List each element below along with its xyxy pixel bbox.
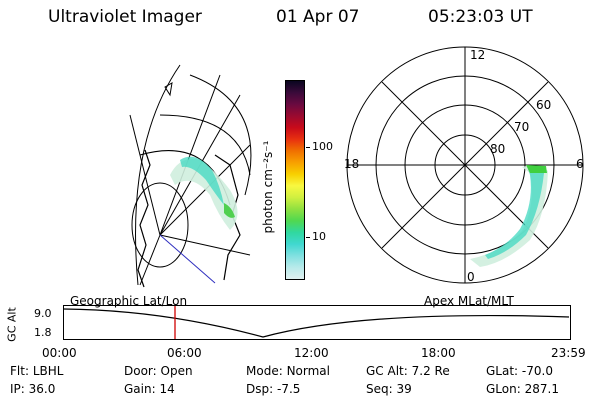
- mlt-label-18: 18: [344, 157, 359, 171]
- observation-date: 01 Apr 07: [276, 7, 360, 27]
- info-dsp: Dsp: -7.5: [246, 382, 301, 396]
- geographic-map-label: Geographic Lat/Lon: [70, 294, 188, 308]
- observation-time: 05:23:03 UT: [428, 7, 533, 27]
- info-glon: GLon: 287.1: [486, 382, 559, 396]
- mlt-label-0: 0: [467, 270, 475, 284]
- latitude-arc: [159, 114, 251, 176]
- info-glat: GLat: -70.0: [486, 364, 553, 378]
- time-tick-label: 00:00: [42, 346, 77, 360]
- time-tick-label: 23:59: [551, 346, 586, 360]
- geographic-map-panel: [129, 64, 252, 288]
- aurora-emission: [526, 165, 547, 173]
- mlt-label-12: 12: [470, 48, 485, 62]
- altitude-curve: [63, 308, 570, 338]
- time-tick-label: 18:00: [421, 346, 456, 360]
- longitude-line: [159, 234, 251, 256]
- info-door: Door: Open: [124, 364, 193, 378]
- mlt-label-6: 6: [576, 157, 584, 171]
- aurora-emission: [170, 159, 238, 230]
- aurora-emission: [485, 168, 544, 259]
- intensity-colorbar: [285, 80, 305, 280]
- mlt-meridian: [381, 81, 549, 249]
- colorbar-unit-label: photon cm⁻²s⁻¹: [261, 140, 275, 234]
- mlat-label-60: 60: [536, 98, 551, 112]
- info-gain: Gain: 14: [124, 382, 175, 396]
- instrument-title: Ultraviolet Imager: [48, 7, 202, 27]
- info-mode: Mode: Normal: [246, 364, 330, 378]
- altitude-plot-frame: [63, 305, 571, 340]
- colorbar-tick-label: 10: [312, 230, 326, 243]
- altitude-plot: [63, 305, 571, 340]
- longitude-line: [129, 114, 161, 236]
- info-gc-alt: GC Alt: 7.2 Re: [366, 364, 450, 378]
- latitude-arc: [189, 74, 252, 196]
- info-ip: IP: 36.0: [10, 382, 56, 396]
- coastline: [164, 82, 173, 97]
- longitude-line: [159, 144, 251, 236]
- mlat-label-70: 70: [514, 120, 529, 134]
- satellite-track-line: [159, 234, 216, 284]
- info-filter: Flt: LBHL: [10, 364, 64, 378]
- altitude-tick-label: 9.0: [34, 307, 52, 320]
- colorbar-tick: [306, 147, 310, 148]
- info-seq: Seq: 39: [366, 382, 412, 396]
- time-tick-label: 12:00: [294, 346, 329, 360]
- polar-mlt-plot: 12 18 6 0 60 70 80: [344, 46, 584, 284]
- aurora-emission: [224, 203, 235, 218]
- colorbar-tick-label: 100: [312, 140, 333, 153]
- coastline: [137, 149, 151, 288]
- aurora-emission: [180, 156, 224, 205]
- latitude-ring: [131, 182, 189, 268]
- longitude-line: [159, 74, 221, 236]
- altitude-tick-label: 1.8: [34, 326, 52, 339]
- colorbar-tick: [306, 237, 310, 238]
- longitude-line: [139, 234, 161, 286]
- mlat-label-80: 80: [490, 142, 505, 156]
- time-tick-label: 06:00: [167, 346, 202, 360]
- apex-map-label: Apex MLat/MLT: [424, 294, 514, 308]
- altitude-axis-label: GC Alt: [5, 307, 19, 342]
